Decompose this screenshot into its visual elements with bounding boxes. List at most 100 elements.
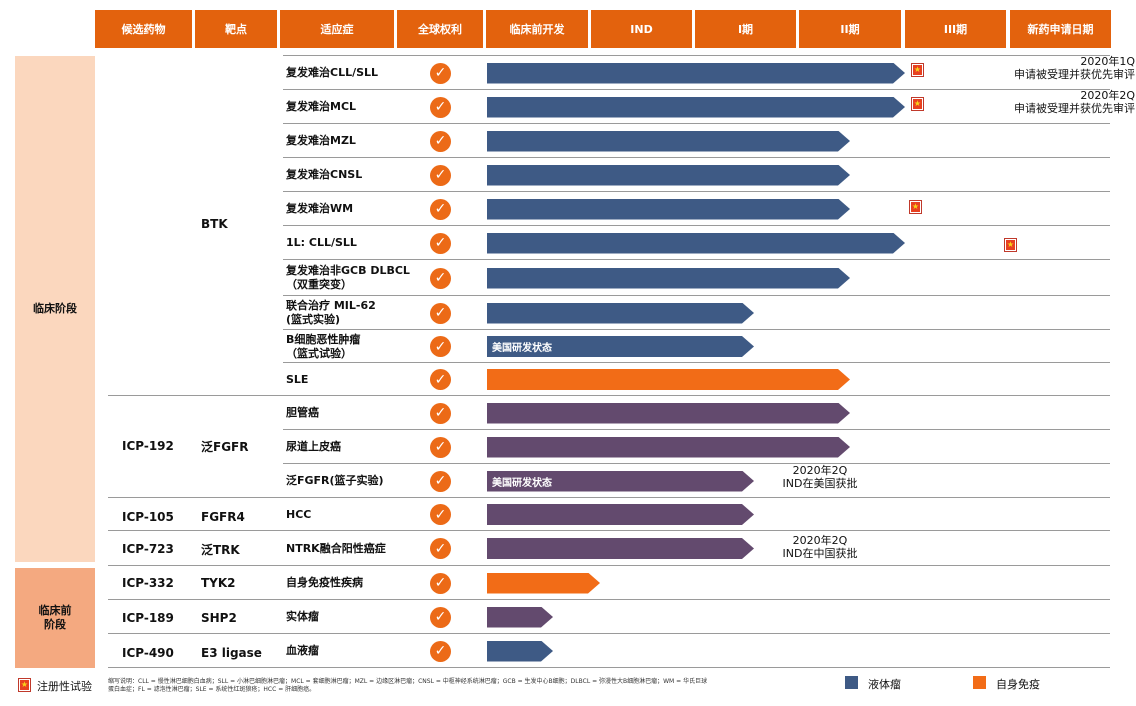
indication-label: HCC xyxy=(286,507,312,521)
global-rights-check-icon: ✓ xyxy=(430,504,451,525)
global-rights-check-icon: ✓ xyxy=(430,538,451,559)
pipeline-bar xyxy=(487,403,850,424)
global-rights-check-icon: ✓ xyxy=(430,130,451,152)
row-divider xyxy=(283,123,1110,124)
annotation-cll-sll-nda: 2020年1Q 申请被受理并获优先审评 xyxy=(1014,55,1135,81)
annotation-trk-cn-ind: 2020年2Q IND在中国获批 xyxy=(782,534,858,560)
legend-autoimmune-label: 自身免疫 xyxy=(996,678,1040,691)
header-phase-1: I期 xyxy=(695,10,796,48)
header-ind: IND xyxy=(591,10,692,48)
drug-icp-332: ICP-332 xyxy=(122,576,174,590)
row-divider xyxy=(283,157,1110,158)
target-shp2: SHP2 xyxy=(201,611,237,625)
target-e3-ligase: E3 ligase xyxy=(201,646,262,660)
row-divider xyxy=(108,395,1110,396)
header-candidate: 候选药物 xyxy=(95,10,192,48)
drug-btk: BTK xyxy=(201,217,228,231)
drug-icp-189: ICP-189 xyxy=(122,611,174,625)
pipeline-bar xyxy=(487,641,553,662)
row-divider xyxy=(283,89,1110,90)
row-divider xyxy=(283,362,1110,363)
row-divider xyxy=(283,429,1110,430)
indication-label: 1L: CLL/SLL xyxy=(286,236,357,250)
global-rights-check-icon: ✓ xyxy=(430,572,451,594)
global-rights-check-icon: ✓ xyxy=(430,302,451,324)
indication-label: 自身免疫性疾病 xyxy=(286,576,363,590)
indication-label: 泛FGFR(篮子实验) xyxy=(286,474,384,488)
global-rights-check-icon: ✓ xyxy=(430,267,451,289)
pipeline-bar xyxy=(487,63,905,84)
drug-icp-723: ICP-723 xyxy=(122,542,174,556)
row-divider xyxy=(108,667,1110,668)
indication-label: 复发难治CLL/SLL xyxy=(286,66,379,80)
registration-legend-icon: ★ xyxy=(18,678,31,692)
registration-legend-label: 注册性试验 xyxy=(37,680,92,693)
pipeline-bar xyxy=(487,538,754,559)
target-fgfr4: FGFR4 xyxy=(201,510,245,524)
indication-label: 复发难治非GCB DLBCL （双重突变） xyxy=(286,264,410,291)
global-rights-check-icon: ✓ xyxy=(430,164,451,186)
indication-label: 复发难治MCL xyxy=(286,100,357,114)
indication-label: 复发难治CNSL xyxy=(286,168,363,182)
target-pan-fgfr: 泛FGFR xyxy=(201,439,249,454)
legend-liquid-label: 液体瘤 xyxy=(868,678,901,691)
row-divider xyxy=(108,565,1110,566)
pipeline-bar xyxy=(487,573,600,594)
global-rights-check-icon: ✓ xyxy=(430,62,451,84)
drug-icp-105: ICP-105 xyxy=(122,510,174,524)
target-pan-trk: 泛TRK xyxy=(201,542,240,557)
header-indication: 适应症 xyxy=(280,10,394,48)
pipeline-bar xyxy=(487,607,553,628)
global-rights-check-icon: ✓ xyxy=(430,402,451,424)
row-divider xyxy=(283,55,1110,56)
header-preclinical: 临床前开发 xyxy=(486,10,588,48)
pipeline-bar xyxy=(487,303,754,324)
pipeline-bar: 美国研发状态 xyxy=(487,336,754,357)
drug-icp-490: ICP-490 xyxy=(122,646,174,660)
header-target: 靶点 xyxy=(195,10,277,48)
indication-label: 实体瘤 xyxy=(286,610,319,624)
header-nda-date: 新药申请日期 xyxy=(1010,10,1111,48)
row-divider xyxy=(108,599,1110,600)
indication-label: 联合治疗 MIL-62 (篮式实验) xyxy=(286,299,376,326)
header-phase-3: III期 xyxy=(905,10,1006,48)
registration-flag-icon: ★ xyxy=(1004,238,1017,252)
row-divider xyxy=(283,191,1110,192)
indication-label: 胆管癌 xyxy=(286,406,319,420)
pipeline-bar xyxy=(487,199,850,220)
pipeline-bar xyxy=(487,165,850,186)
indication-label: 复发难治WM xyxy=(286,202,354,216)
legend-autoimmune-swatch xyxy=(973,676,986,689)
indication-label: NTRK融合阳性癌症 xyxy=(286,541,386,555)
pipeline-bar xyxy=(487,233,905,254)
row-divider xyxy=(283,225,1110,226)
global-rights-check-icon: ✓ xyxy=(430,198,451,220)
global-rights-check-icon: ✓ xyxy=(430,640,451,662)
abbreviation-note: 缩写说明：CLL = 慢性淋巴细胞白血病；SLL = 小淋巴细胞淋巴瘤；MCL … xyxy=(108,678,708,694)
pipeline-bar xyxy=(487,369,850,390)
indication-label: SLE xyxy=(286,372,309,386)
registration-flag-icon: ★ xyxy=(909,200,922,214)
row-divider xyxy=(108,497,1110,498)
registration-flag-icon: ★ xyxy=(911,97,924,111)
global-rights-check-icon: ✓ xyxy=(430,606,451,628)
header-global-rights: 全球权利 xyxy=(397,10,483,48)
row-divider xyxy=(108,530,1110,531)
row-divider xyxy=(283,295,1110,296)
pipeline-bar xyxy=(487,131,850,152)
global-rights-check-icon: ✓ xyxy=(430,336,451,357)
header-phase-2: II期 xyxy=(799,10,901,48)
global-rights-check-icon: ✓ xyxy=(430,470,451,492)
global-rights-check-icon: ✓ xyxy=(430,436,451,458)
legend-liquid-swatch xyxy=(845,676,858,689)
pipeline-bar xyxy=(487,437,850,458)
pipeline-bar xyxy=(487,504,754,525)
row-divider xyxy=(283,259,1110,260)
indication-label: 复发难治MZL xyxy=(286,134,356,148)
global-rights-check-icon: ✓ xyxy=(430,96,451,118)
phase-preclinical: 临床前 阶段 xyxy=(15,568,95,668)
global-rights-check-icon: ✓ xyxy=(430,369,451,390)
annotation-fgfr-us-ind: 2020年2Q IND在美国获批 xyxy=(782,464,858,490)
row-divider xyxy=(283,463,1110,464)
pipeline-bar xyxy=(487,97,905,118)
